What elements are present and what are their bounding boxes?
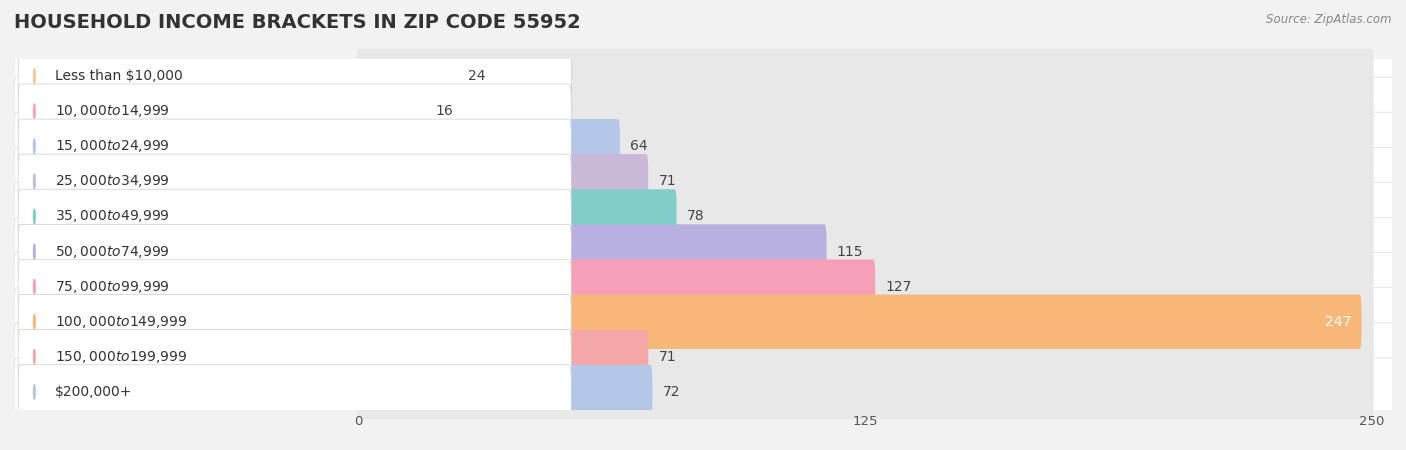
Circle shape [34,350,35,364]
Text: 115: 115 [837,244,863,259]
FancyBboxPatch shape [357,154,648,208]
Text: $150,000 to $199,999: $150,000 to $199,999 [55,349,187,365]
Text: $15,000 to $24,999: $15,000 to $24,999 [55,138,169,154]
FancyBboxPatch shape [357,295,1374,349]
Text: 247: 247 [1326,315,1351,329]
Text: 71: 71 [658,350,676,364]
Circle shape [34,385,35,399]
FancyBboxPatch shape [357,119,620,173]
FancyBboxPatch shape [18,119,571,173]
FancyBboxPatch shape [14,42,1393,110]
FancyBboxPatch shape [18,365,571,419]
Text: 78: 78 [686,209,704,224]
FancyBboxPatch shape [14,358,1393,426]
Circle shape [34,104,35,118]
Text: 16: 16 [436,104,453,118]
FancyBboxPatch shape [357,154,1374,208]
Text: $200,000+: $200,000+ [55,385,132,399]
Text: 127: 127 [886,279,911,294]
FancyBboxPatch shape [357,84,426,138]
FancyBboxPatch shape [18,225,571,279]
Text: $100,000 to $149,999: $100,000 to $149,999 [55,314,187,330]
Text: Less than $10,000: Less than $10,000 [55,69,183,83]
FancyBboxPatch shape [18,330,571,384]
Text: 72: 72 [662,385,681,399]
Text: Source: ZipAtlas.com: Source: ZipAtlas.com [1267,14,1392,27]
FancyBboxPatch shape [357,49,1374,103]
Text: $10,000 to $14,999: $10,000 to $14,999 [55,103,169,119]
Circle shape [34,209,35,224]
FancyBboxPatch shape [18,189,571,243]
FancyBboxPatch shape [357,260,1374,314]
Circle shape [34,69,35,83]
FancyBboxPatch shape [357,119,1374,173]
FancyBboxPatch shape [357,330,1374,384]
FancyBboxPatch shape [18,49,571,103]
FancyBboxPatch shape [357,84,1374,138]
FancyBboxPatch shape [357,49,458,103]
FancyBboxPatch shape [18,260,571,314]
FancyBboxPatch shape [18,84,571,138]
Text: 24: 24 [468,69,485,83]
Text: $25,000 to $34,999: $25,000 to $34,999 [55,173,169,189]
Circle shape [34,244,35,259]
FancyBboxPatch shape [357,189,1374,243]
FancyBboxPatch shape [357,189,676,243]
FancyBboxPatch shape [14,77,1393,145]
Text: $75,000 to $99,999: $75,000 to $99,999 [55,279,169,295]
Circle shape [34,279,35,294]
Text: $35,000 to $49,999: $35,000 to $49,999 [55,208,169,225]
FancyBboxPatch shape [357,225,827,279]
FancyBboxPatch shape [14,217,1393,286]
Text: 71: 71 [658,174,676,189]
FancyBboxPatch shape [357,330,648,384]
FancyBboxPatch shape [18,154,571,208]
Text: 64: 64 [630,139,648,153]
FancyBboxPatch shape [357,365,652,419]
FancyBboxPatch shape [14,323,1393,391]
FancyBboxPatch shape [357,365,1374,419]
Circle shape [34,315,35,329]
Circle shape [34,139,35,153]
FancyBboxPatch shape [14,112,1393,180]
FancyBboxPatch shape [357,295,1361,349]
Circle shape [34,174,35,189]
FancyBboxPatch shape [357,260,876,314]
Text: HOUSEHOLD INCOME BRACKETS IN ZIP CODE 55952: HOUSEHOLD INCOME BRACKETS IN ZIP CODE 55… [14,14,581,32]
FancyBboxPatch shape [18,295,571,349]
FancyBboxPatch shape [357,225,1374,279]
FancyBboxPatch shape [14,147,1393,216]
FancyBboxPatch shape [14,288,1393,356]
FancyBboxPatch shape [14,252,1393,321]
Text: $50,000 to $74,999: $50,000 to $74,999 [55,243,169,260]
FancyBboxPatch shape [14,182,1393,251]
